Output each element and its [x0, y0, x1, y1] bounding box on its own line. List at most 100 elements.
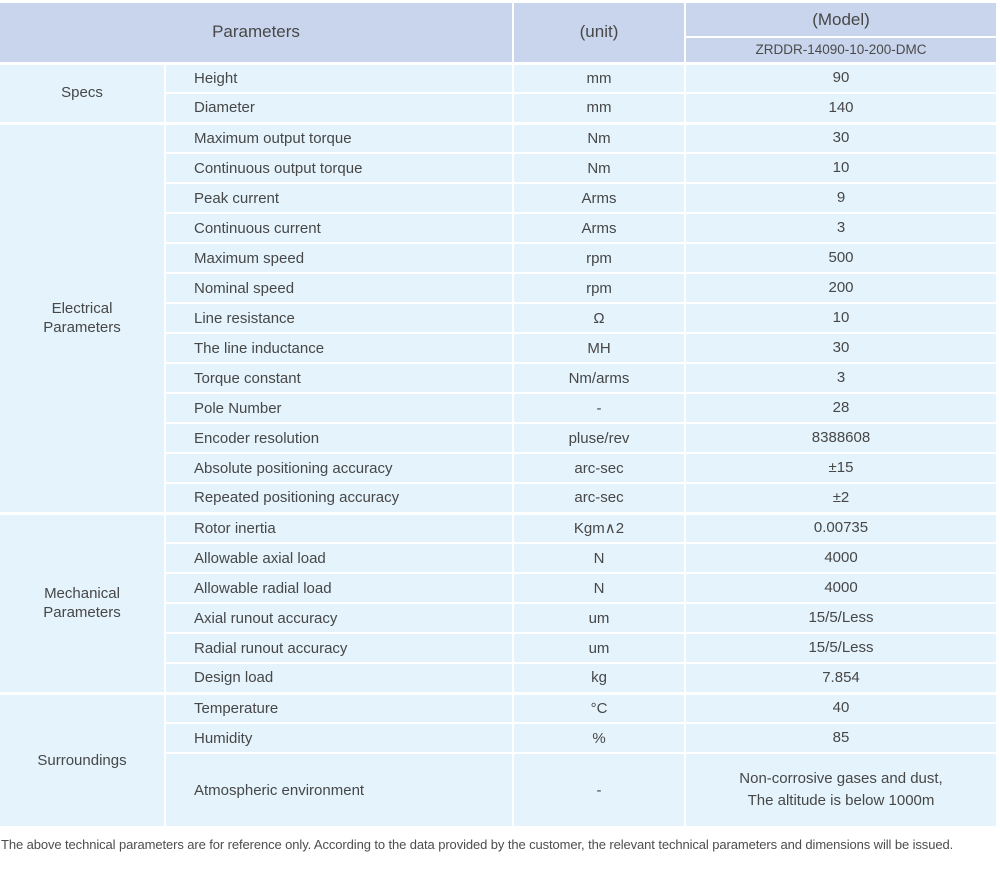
table-row: Nominal speed rpm 200 — [0, 273, 998, 304]
table-row: Continuous output torque Nm 10 — [0, 153, 998, 184]
value-cell: 15/5/Less — [685, 603, 998, 634]
param-name-cell: Humidity — [165, 723, 514, 754]
table-row: Pole Number -28 — [0, 393, 998, 424]
param-name-cell: Height — [165, 61, 514, 94]
table-row: Humidity% 85 — [0, 723, 998, 754]
spec-table-header: Parameters (unit) (Model) ZRDDR-14090-10… — [0, 3, 998, 64]
unit-cell: kg — [513, 663, 686, 694]
table-row: Electrical Parameters Maximum output torq… — [0, 121, 998, 514]
param-name-cell: Diameter — [165, 93, 514, 124]
unit-cell: Ω — [513, 303, 686, 334]
unit-cell: Nm — [513, 121, 686, 154]
spec-table: Parameters (unit) (Model) ZRDDR-14090-10… — [0, 3, 998, 828]
table-row: Maximum speed rpm 500 — [0, 243, 998, 274]
value-cell: ±15 — [685, 453, 998, 484]
value-cell: 3 — [685, 213, 998, 244]
param-name-cell: Axial runout accuracy — [165, 603, 514, 634]
unit-cell: MH — [513, 333, 686, 364]
table-row: Design load kg 7.854 — [0, 663, 998, 694]
unit-cell: pluse/rev — [513, 423, 686, 454]
unit-cell: um — [513, 633, 686, 664]
param-name-cell: Peak current — [165, 183, 514, 214]
param-name-cell: Line resistance — [165, 303, 514, 334]
unit-cell: Kgm∧2 — [513, 511, 686, 544]
value-cell: 0.00735 — [685, 511, 998, 544]
table-row: Atmospheric environment - Non-corrosive ga… — [0, 753, 998, 828]
value-cell: 500 — [685, 243, 998, 274]
header-model-number: ZRDDR-14090-10-200-DMC — [685, 37, 998, 64]
param-name-cell: Maximum speed — [165, 243, 514, 274]
value-cell: 10 — [685, 303, 998, 334]
table-row: Absolute positioning accuracy arc-sec ±15 — [0, 453, 998, 484]
param-name-cell: Rotor inertia — [165, 511, 514, 544]
value-cell: 30 — [685, 121, 998, 154]
param-name-cell: Nominal speed — [165, 273, 514, 304]
table-row: Continuous current Arms 3 — [0, 213, 998, 244]
category-cell: Mechanical Parameters — [0, 511, 166, 694]
table-row: Specs Height mm 90 — [0, 61, 998, 124]
param-name-cell: Encoder resolution — [165, 423, 514, 454]
unit-cell: % — [513, 723, 686, 754]
value-cell: 28 — [685, 393, 998, 424]
table-row: Encoder resolution pluse/rev 8388608 — [0, 423, 998, 454]
table-row: Peak current Arms 9 — [0, 183, 998, 214]
unit-cell: Nm — [513, 153, 686, 184]
unit-cell: um — [513, 603, 686, 634]
value-cell: 3 — [685, 363, 998, 394]
value-cell: 90 — [685, 61, 998, 94]
footnote: The above technical parameters are for r… — [1, 837, 954, 852]
header-parameters: Parameters — [0, 3, 514, 64]
unit-cell: N — [513, 543, 686, 574]
table-row: Diameter mm 140 — [0, 93, 998, 124]
value-cell: 40 — [685, 691, 998, 724]
param-name-cell: Pole Number — [165, 393, 514, 424]
value-cell: 10 — [685, 153, 998, 184]
table-row: Mechanical Parameters Rotor inertia Kgm∧2 0… — [0, 511, 998, 694]
param-name-cell: Maximum output torque — [165, 121, 514, 154]
unit-cell: Nm/arms — [513, 363, 686, 394]
header-unit: (unit) — [513, 3, 686, 64]
table-row: Torque constant Nm/arms 3 — [0, 363, 998, 394]
table-row: Allowable radial load N 4000 — [0, 573, 998, 604]
unit-cell: °C — [513, 691, 686, 724]
unit-cell: arc-sec — [513, 453, 686, 484]
param-name-cell: Design load — [165, 663, 514, 694]
value-cell: 4000 — [685, 543, 998, 574]
table-row: Repeated positioning accuracy arc-sec ±2 — [0, 483, 998, 514]
unit-cell: rpm — [513, 243, 686, 274]
param-name-cell: Allowable axial load — [165, 543, 514, 574]
value-cell: Non-corrosive gases and dust, The altitu… — [685, 753, 998, 828]
unit-cell: - — [513, 753, 686, 828]
table-row: Line resistance Ω 10 — [0, 303, 998, 334]
value-cell: 15/5/Less — [685, 633, 998, 664]
param-name-cell: Repeated positioning accuracy — [165, 483, 514, 514]
header-model: (Model) — [685, 3, 998, 38]
value-cell: 8388608 — [685, 423, 998, 454]
param-name-cell: Torque constant — [165, 363, 514, 394]
unit-cell: mm — [513, 93, 686, 124]
value-cell: 140 — [685, 93, 998, 124]
table-row: Axial runout accuracy um 15/5/Less — [0, 603, 998, 634]
value-cell: ±2 — [685, 483, 998, 514]
value-cell: 4000 — [685, 573, 998, 604]
table-row: Allowable axial load N 4000 — [0, 543, 998, 574]
value-cell: 30 — [685, 333, 998, 364]
param-name-cell: Allowable radial load — [165, 573, 514, 604]
spec-table-body: Specs Height mm 90 Diameter mm 140 Electrical P… — [0, 61, 998, 828]
category-cell: Specs — [0, 61, 166, 124]
param-name-cell: The line inductance — [165, 333, 514, 364]
unit-cell: mm — [513, 61, 686, 94]
unit-cell: Arms — [513, 213, 686, 244]
param-name-cell: Continuous current — [165, 213, 514, 244]
value-cell: 85 — [685, 723, 998, 754]
param-name-cell: Absolute positioning accuracy — [165, 453, 514, 484]
category-cell: Electrical Parameters — [0, 121, 166, 514]
value-cell: 9 — [685, 183, 998, 214]
value-cell: 7.854 — [685, 663, 998, 694]
unit-cell: rpm — [513, 273, 686, 304]
param-name-cell: Temperature — [165, 691, 514, 724]
param-name-cell: Radial runout accuracy — [165, 633, 514, 664]
table-row: The line inductance MH 30 — [0, 333, 998, 364]
unit-cell: Arms — [513, 183, 686, 214]
